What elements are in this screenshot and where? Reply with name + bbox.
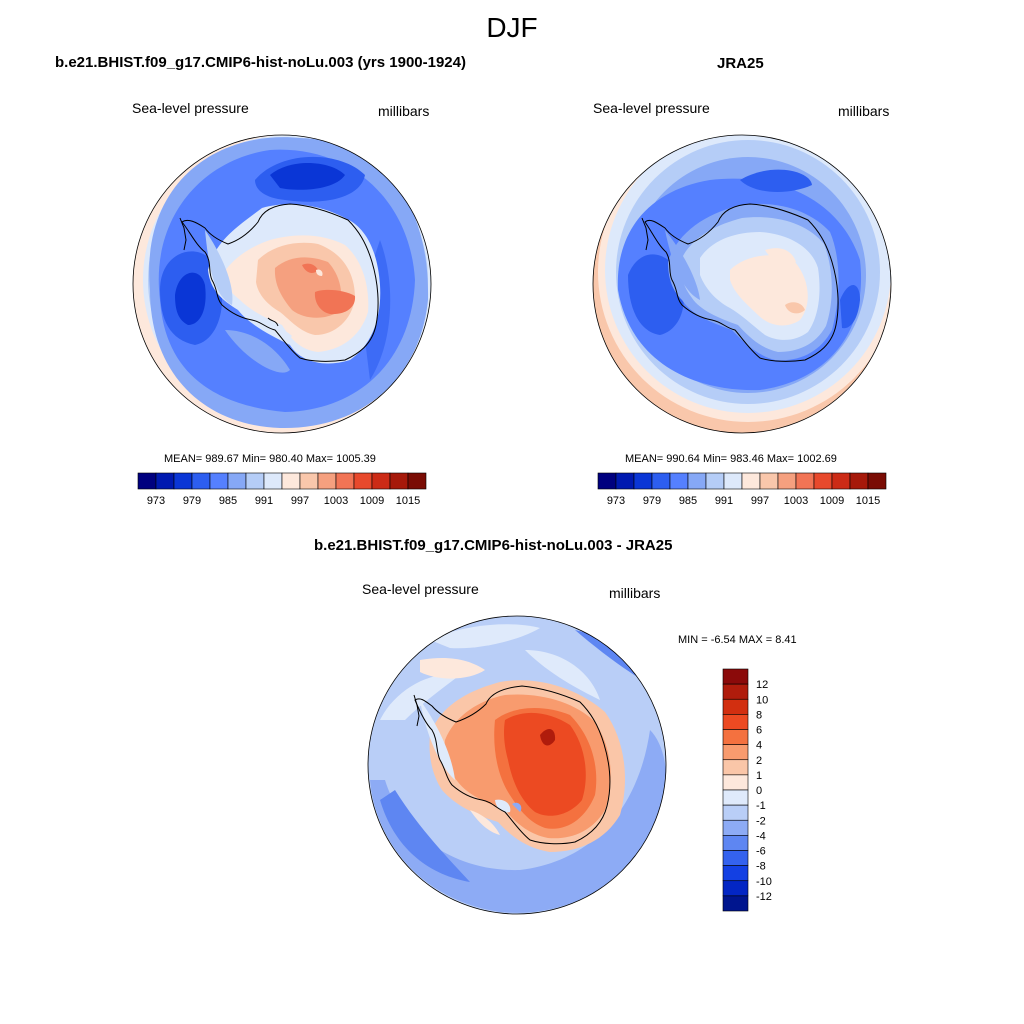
panel2-variable-label: Sea-level pressure <box>593 100 710 116</box>
colorbar-tick-label: -6 <box>756 846 766 858</box>
colorbar-tick-label: 1009 <box>820 495 844 507</box>
colorbar-swatch <box>741 472 761 490</box>
colorbar-swatch <box>722 880 749 897</box>
colorbar-swatch <box>722 819 749 836</box>
colorbar-swatch <box>633 472 653 490</box>
diff-panel-title: b.e21.BHIST.f09_g17.CMIP6-hist-noLu.003 … <box>314 537 673 554</box>
colorbar-panel1: 973 979 985 991 997 1003 1009 1015 <box>137 472 427 507</box>
colorbar-tick-label: 4 <box>756 740 762 752</box>
colorbar-swatch <box>722 683 749 700</box>
panel2-stats: MEAN= 990.64 Min= 983.46 Max= 1002.69 <box>625 453 837 465</box>
colorbar-swatch <box>722 789 749 806</box>
colorbar-tick-label: 997 <box>751 495 769 507</box>
colorbar-swatch <box>209 472 229 490</box>
colorbar-tick-label: 985 <box>219 495 237 507</box>
panel2-title: JRA25 <box>717 55 764 72</box>
colorbar-swatch <box>831 472 851 490</box>
panel1-variable-label: Sea-level pressure <box>132 100 249 116</box>
colorbar-tick-label: 1003 <box>324 495 348 507</box>
colorbar-swatch <box>317 472 337 490</box>
colorbar-tick-label: 6 <box>756 725 762 737</box>
map-difference <box>367 615 667 915</box>
colorbar-swatch <box>263 472 283 490</box>
colorbar-tick-label: -8 <box>756 861 766 873</box>
panel1-units-label: millibars <box>378 103 430 119</box>
colorbar-swatch <box>813 472 833 490</box>
panel2-units-label: millibars <box>838 103 890 119</box>
colorbar-tick-label: 2 <box>756 755 762 767</box>
diff-stats: MIN = -6.54 MAX = 8.41 <box>678 634 797 646</box>
colorbar-tick-label: 10 <box>756 694 768 706</box>
colorbar-swatch <box>867 472 887 490</box>
colorbar-tick-label: 8 <box>756 709 762 721</box>
colorbar-swatch <box>722 759 749 776</box>
colorbar-tick-label: -10 <box>756 876 772 888</box>
colorbar-swatch <box>722 804 749 821</box>
colorbar-tick-label: 1003 <box>784 495 808 507</box>
colorbar-tick-label: 12 <box>756 679 768 691</box>
colorbar-swatch <box>155 472 175 490</box>
colorbar-swatch <box>227 472 247 490</box>
colorbar-swatch <box>722 895 749 912</box>
colorbar-swatch <box>722 698 749 715</box>
colorbar-swatch <box>722 850 749 866</box>
figure-title: DJF <box>486 12 538 43</box>
colorbar-tick-label: 991 <box>715 495 733 507</box>
colorbar-tick-label: -2 <box>756 815 766 827</box>
colorbar-swatch <box>371 472 391 490</box>
map-model <box>132 134 432 434</box>
colorbar-swatch <box>722 744 749 761</box>
colorbar-swatch <box>281 472 301 490</box>
colorbar-tick-label: 991 <box>255 495 273 507</box>
colorbar-swatch <box>407 472 427 490</box>
map-jra25 <box>592 134 892 434</box>
colorbar-swatch <box>389 472 409 490</box>
colorbar-tick-label: -1 <box>756 800 766 812</box>
colorbar-swatch <box>615 472 635 490</box>
colorbar-tick-label: 1 <box>756 770 762 782</box>
colorbar-tick-label: 973 <box>147 495 165 507</box>
colorbar-swatch <box>759 472 779 490</box>
colorbar-swatch <box>722 729 749 745</box>
colorbar-tick-label: 0 <box>756 785 762 797</box>
colorbar-swatch <box>722 865 749 882</box>
colorbar-swatch <box>353 472 373 490</box>
colorbar-tick-label: 997 <box>291 495 309 507</box>
colorbar-tick-label: 1009 <box>360 495 384 507</box>
colorbar-tick-label: -12 <box>756 891 772 903</box>
colorbar-swatch <box>173 472 193 490</box>
colorbar-swatch <box>705 472 725 490</box>
colorbar-tick-label: 1015 <box>396 495 420 507</box>
colorbar-swatch <box>597 472 617 490</box>
colorbar-swatch <box>849 472 869 490</box>
panel1-title: b.e21.BHIST.f09_g17.CMIP6-hist-noLu.003 … <box>55 54 466 71</box>
colorbar-swatch <box>137 472 157 490</box>
colorbar-swatch <box>245 472 265 490</box>
colorbar-tick-label: 985 <box>679 495 697 507</box>
colorbar-tick-label: 973 <box>607 495 625 507</box>
colorbar-swatch <box>723 472 743 490</box>
colorbar-swatch <box>722 714 749 730</box>
colorbar-tick-label: 979 <box>183 495 201 507</box>
colorbar-swatch <box>777 472 797 490</box>
colorbar-swatch <box>795 472 815 490</box>
colorbar-tick-label: -4 <box>756 830 766 842</box>
colorbar-swatch <box>299 472 319 490</box>
colorbar-swatch <box>669 472 689 490</box>
diff-variable-label: Sea-level pressure <box>362 581 479 597</box>
colorbar-swatch <box>191 472 211 490</box>
colorbar-swatch <box>687 472 707 490</box>
colorbar-swatch <box>722 835 749 851</box>
colorbar-swatch <box>651 472 671 490</box>
colorbar-tick-label: 979 <box>643 495 661 507</box>
panel1-stats: MEAN= 989.67 Min= 980.40 Max= 1005.39 <box>164 453 376 465</box>
colorbar-swatch <box>335 472 355 490</box>
colorbar-tick-label: 1015 <box>856 495 880 507</box>
diff-units-label: millibars <box>609 585 661 601</box>
colorbar-swatch <box>722 774 749 791</box>
colorbar-panel2: 973 979 985 991 997 1003 1009 1015 <box>597 472 887 507</box>
colorbar-swatch <box>722 668 749 685</box>
